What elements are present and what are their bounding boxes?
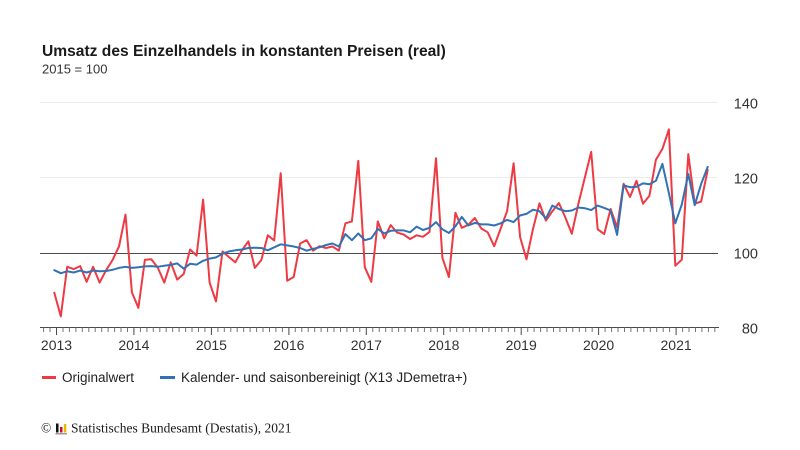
- svg-text:120: 120: [734, 172, 758, 188]
- svg-text:100: 100: [734, 247, 758, 263]
- svg-text:2018: 2018: [428, 337, 459, 353]
- svg-text:2015: 2015: [196, 337, 227, 353]
- svg-text:2013: 2013: [41, 337, 72, 353]
- svg-text:2015 = 100: 2015 = 100: [42, 62, 107, 77]
- svg-text:2021: 2021: [661, 337, 692, 353]
- svg-text:2014: 2014: [118, 337, 149, 353]
- svg-text:2017: 2017: [351, 337, 382, 353]
- svg-text:80: 80: [742, 322, 758, 338]
- svg-text:Kalender- und saisonbereinigt: Kalender- und saisonbereinigt (X13 JDeme…: [181, 370, 467, 385]
- svg-text:Umsatz des Einzelhandels in ko: Umsatz des Einzelhandels in konstanten P…: [42, 43, 446, 60]
- svg-text:2020: 2020: [583, 337, 614, 353]
- svg-text:Statistisches Bundesamt (Desta: Statistisches Bundesamt (Destatis), 2021: [71, 421, 291, 436]
- svg-text:©: ©: [41, 421, 51, 436]
- svg-text:140: 140: [734, 96, 758, 112]
- svg-text:2016: 2016: [273, 337, 304, 353]
- svg-text:Originalwert: Originalwert: [62, 370, 134, 385]
- svg-text:2019: 2019: [506, 337, 537, 353]
